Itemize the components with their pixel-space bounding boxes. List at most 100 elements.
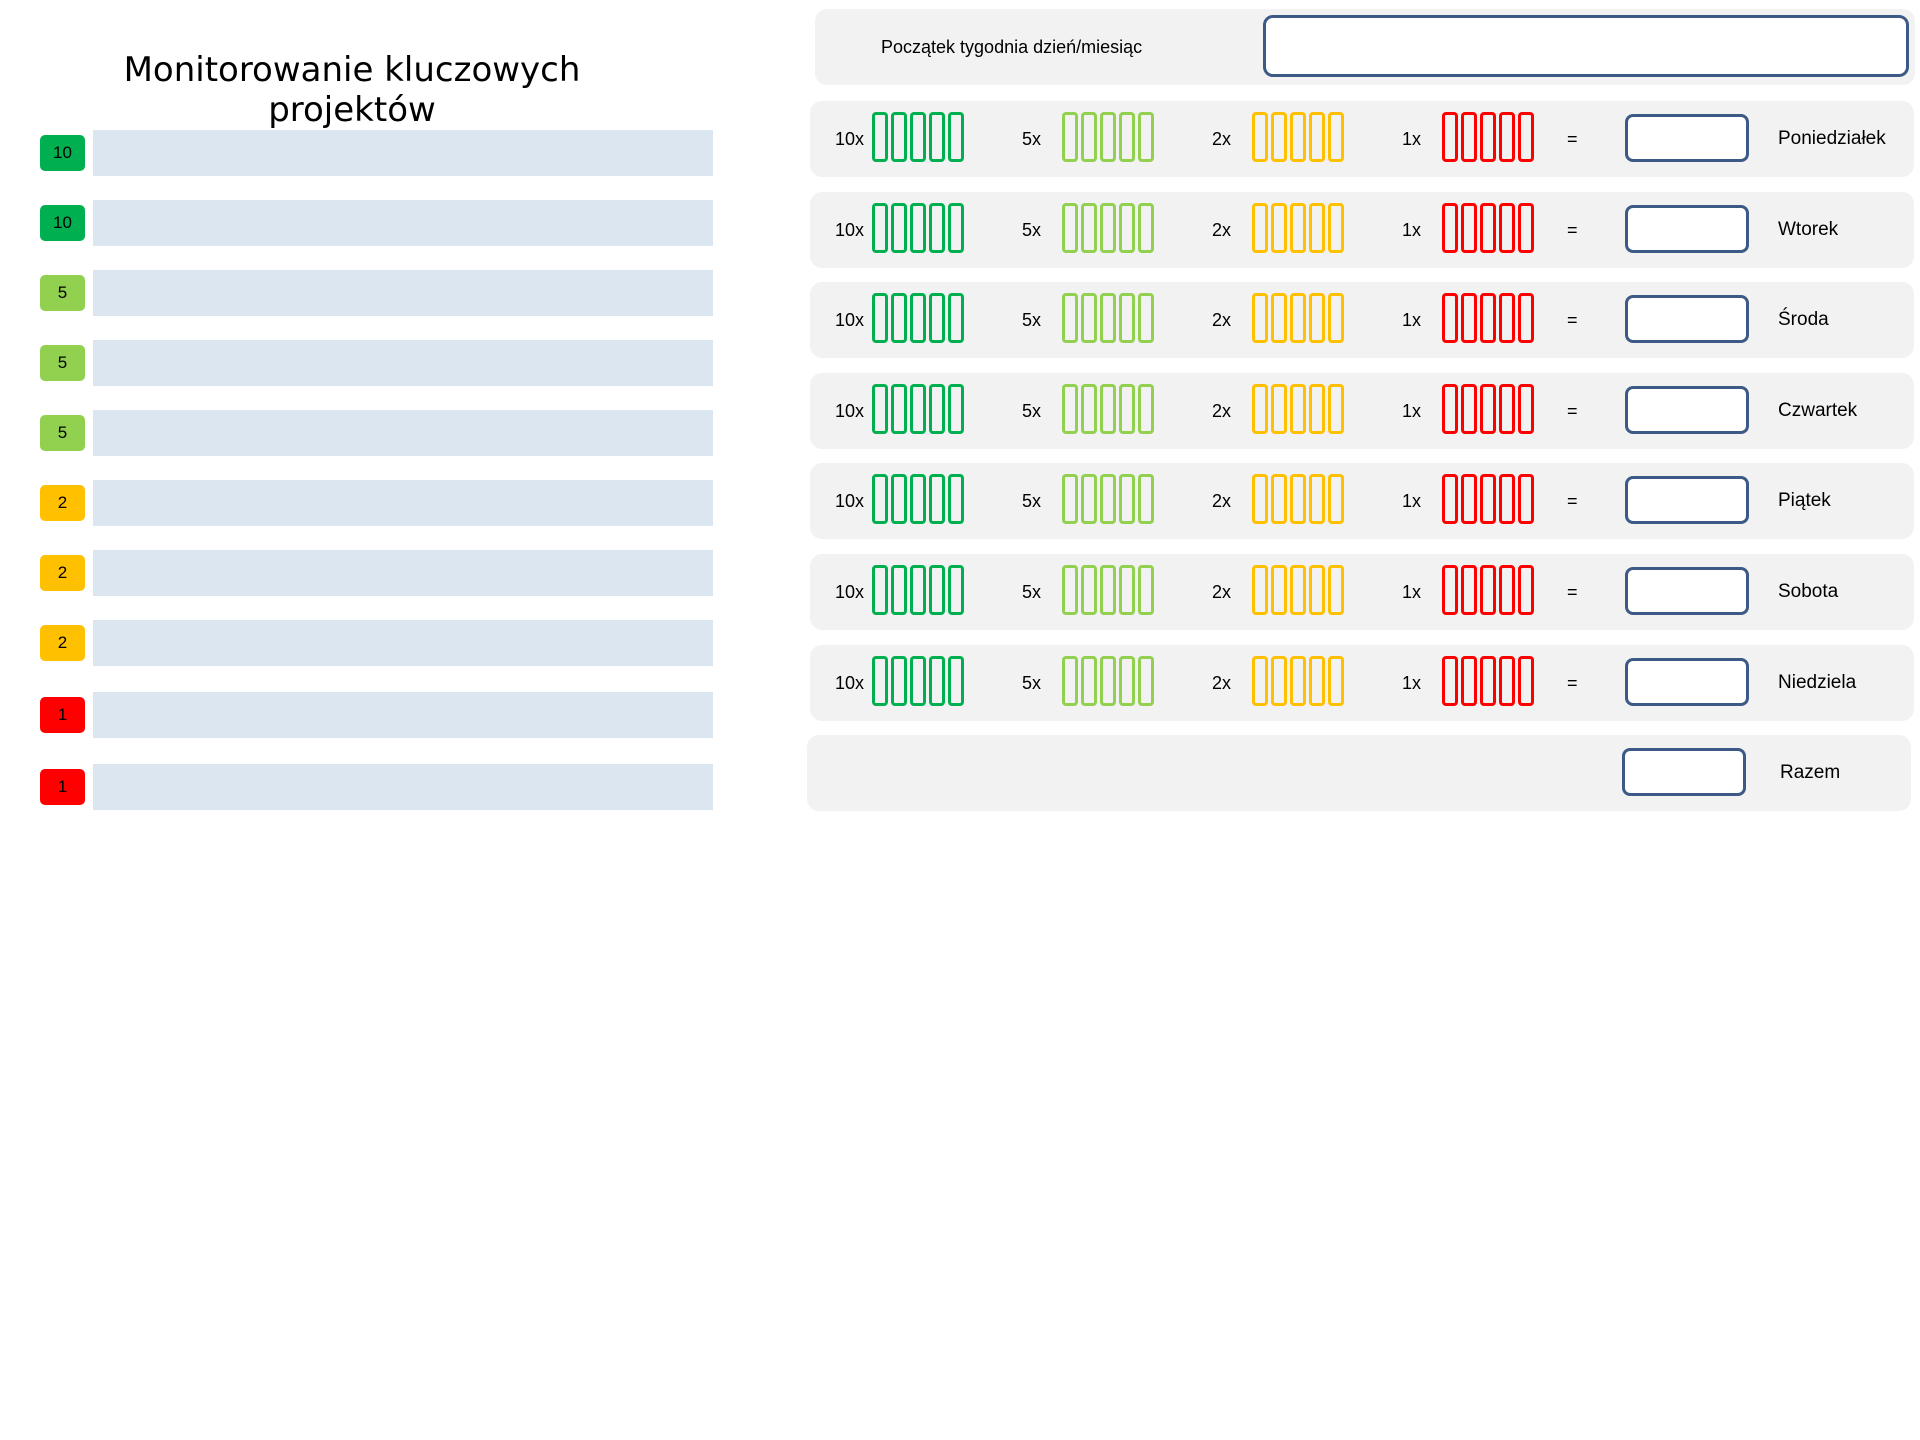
- tally-box[interactable]: [1499, 203, 1515, 253]
- tally-box[interactable]: [1138, 112, 1154, 162]
- tally-box[interactable]: [1290, 656, 1306, 706]
- tally-box[interactable]: [1290, 112, 1306, 162]
- tally-box[interactable]: [1119, 112, 1135, 162]
- total-input[interactable]: [1622, 748, 1746, 796]
- tally-box[interactable]: [1081, 203, 1097, 253]
- day-total-input[interactable]: [1625, 295, 1749, 343]
- tally-box[interactable]: [948, 112, 964, 162]
- tally-box[interactable]: [910, 112, 926, 162]
- tally-box[interactable]: [1480, 656, 1496, 706]
- tally-box[interactable]: [929, 293, 945, 343]
- tally-box[interactable]: [1271, 112, 1287, 162]
- tally-box[interactable]: [1461, 474, 1477, 524]
- tally-box[interactable]: [1081, 474, 1097, 524]
- tally-box[interactable]: [1518, 656, 1534, 706]
- tally-box[interactable]: [1119, 656, 1135, 706]
- tally-box[interactable]: [1119, 293, 1135, 343]
- tally-box[interactable]: [1518, 112, 1534, 162]
- tally-box[interactable]: [1499, 384, 1515, 434]
- tally-box[interactable]: [1461, 112, 1477, 162]
- tally-box[interactable]: [1328, 203, 1344, 253]
- tally-box[interactable]: [1518, 293, 1534, 343]
- tally-box[interactable]: [910, 384, 926, 434]
- tally-box[interactable]: [1461, 384, 1477, 434]
- tally-box[interactable]: [1328, 112, 1344, 162]
- project-name-field[interactable]: [93, 764, 713, 810]
- tally-box[interactable]: [929, 656, 945, 706]
- tally-box[interactable]: [1119, 474, 1135, 524]
- project-name-field[interactable]: [93, 130, 713, 176]
- tally-box[interactable]: [1442, 565, 1458, 615]
- tally-box[interactable]: [1062, 203, 1078, 253]
- tally-box[interactable]: [1252, 112, 1268, 162]
- tally-box[interactable]: [1518, 565, 1534, 615]
- tally-box[interactable]: [1271, 656, 1287, 706]
- tally-box[interactable]: [872, 293, 888, 343]
- tally-box[interactable]: [891, 293, 907, 343]
- tally-box[interactable]: [1081, 293, 1097, 343]
- tally-box[interactable]: [1138, 474, 1154, 524]
- tally-box[interactable]: [1290, 474, 1306, 524]
- tally-box[interactable]: [891, 565, 907, 615]
- tally-box[interactable]: [1081, 565, 1097, 615]
- week-start-input[interactable]: [1263, 15, 1909, 77]
- tally-box[interactable]: [1271, 203, 1287, 253]
- tally-box[interactable]: [1499, 656, 1515, 706]
- day-total-input[interactable]: [1625, 205, 1749, 253]
- tally-box[interactable]: [1138, 203, 1154, 253]
- day-total-input[interactable]: [1625, 386, 1749, 434]
- tally-box[interactable]: [1290, 293, 1306, 343]
- tally-box[interactable]: [1081, 656, 1097, 706]
- day-total-input[interactable]: [1625, 658, 1749, 706]
- tally-box[interactable]: [1062, 293, 1078, 343]
- tally-box[interactable]: [1442, 384, 1458, 434]
- tally-box[interactable]: [929, 203, 945, 253]
- tally-box[interactable]: [1271, 474, 1287, 524]
- project-name-field[interactable]: [93, 692, 713, 738]
- tally-box[interactable]: [948, 293, 964, 343]
- tally-box[interactable]: [1480, 203, 1496, 253]
- tally-box[interactable]: [872, 656, 888, 706]
- tally-box[interactable]: [1442, 112, 1458, 162]
- tally-box[interactable]: [1081, 384, 1097, 434]
- tally-box[interactable]: [1518, 474, 1534, 524]
- project-name-field[interactable]: [93, 270, 713, 316]
- tally-box[interactable]: [1309, 384, 1325, 434]
- tally-box[interactable]: [891, 474, 907, 524]
- tally-box[interactable]: [1252, 293, 1268, 343]
- project-name-field[interactable]: [93, 480, 713, 526]
- tally-box[interactable]: [891, 384, 907, 434]
- tally-box[interactable]: [872, 384, 888, 434]
- tally-box[interactable]: [1328, 293, 1344, 343]
- tally-box[interactable]: [1290, 384, 1306, 434]
- project-name-field[interactable]: [93, 340, 713, 386]
- tally-box[interactable]: [1138, 565, 1154, 615]
- tally-box[interactable]: [1442, 474, 1458, 524]
- tally-box[interactable]: [1442, 293, 1458, 343]
- project-name-field[interactable]: [93, 200, 713, 246]
- tally-box[interactable]: [1100, 293, 1116, 343]
- tally-box[interactable]: [929, 474, 945, 524]
- tally-box[interactable]: [872, 112, 888, 162]
- project-name-field[interactable]: [93, 550, 713, 596]
- tally-box[interactable]: [1252, 384, 1268, 434]
- tally-box[interactable]: [1290, 203, 1306, 253]
- tally-box[interactable]: [891, 656, 907, 706]
- tally-box[interactable]: [1100, 565, 1116, 615]
- tally-box[interactable]: [1252, 474, 1268, 524]
- tally-box[interactable]: [1252, 565, 1268, 615]
- tally-box[interactable]: [910, 656, 926, 706]
- tally-box[interactable]: [1062, 656, 1078, 706]
- tally-box[interactable]: [1461, 565, 1477, 615]
- day-total-input[interactable]: [1625, 567, 1749, 615]
- tally-box[interactable]: [1271, 384, 1287, 434]
- tally-box[interactable]: [1062, 565, 1078, 615]
- tally-box[interactable]: [1309, 112, 1325, 162]
- tally-box[interactable]: [891, 203, 907, 253]
- tally-box[interactable]: [1461, 293, 1477, 343]
- tally-box[interactable]: [1062, 112, 1078, 162]
- tally-box[interactable]: [891, 112, 907, 162]
- tally-box[interactable]: [1138, 293, 1154, 343]
- tally-box[interactable]: [1328, 656, 1344, 706]
- tally-box[interactable]: [948, 203, 964, 253]
